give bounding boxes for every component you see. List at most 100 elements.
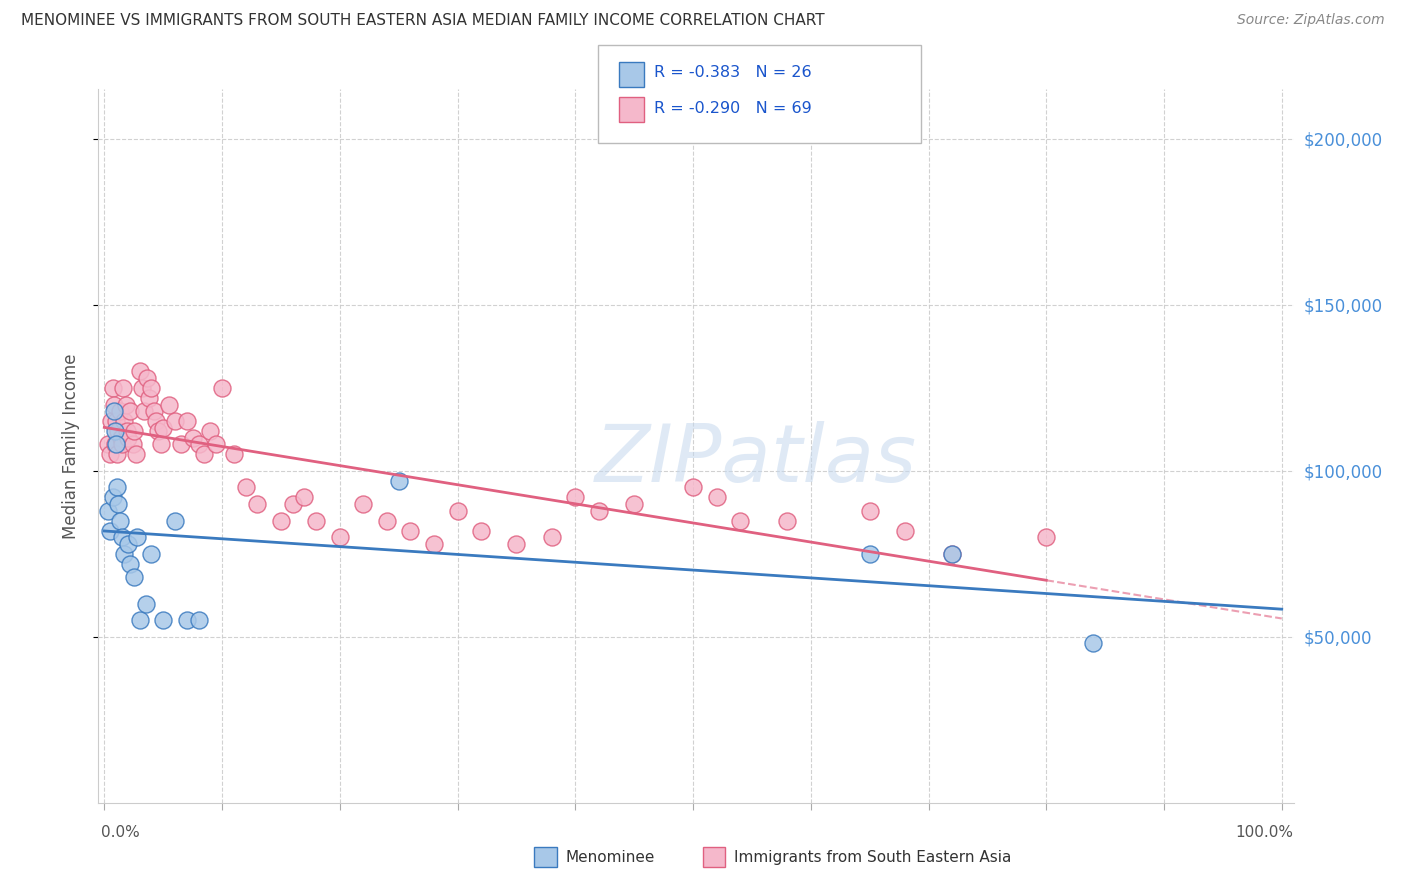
Point xyxy=(141,381,163,395)
Point xyxy=(176,414,198,428)
Point xyxy=(163,514,186,528)
Point xyxy=(1035,530,1057,544)
Point xyxy=(120,404,142,418)
Point xyxy=(105,447,128,461)
Point xyxy=(193,447,215,461)
Point xyxy=(728,514,751,528)
Point xyxy=(121,437,143,451)
Point xyxy=(101,381,124,395)
Point xyxy=(941,547,963,561)
Point xyxy=(776,514,799,528)
Point xyxy=(98,447,121,461)
Point xyxy=(125,447,148,461)
Point xyxy=(120,557,142,571)
Text: R = -0.290   N = 69: R = -0.290 N = 69 xyxy=(654,102,811,116)
Text: Immigrants from South Eastern Asia: Immigrants from South Eastern Asia xyxy=(734,850,1011,864)
Point xyxy=(152,613,174,627)
Point xyxy=(112,414,135,428)
Point xyxy=(859,547,882,561)
Point xyxy=(134,597,156,611)
Point xyxy=(941,547,963,561)
Point xyxy=(588,504,610,518)
Point xyxy=(127,530,149,544)
Point xyxy=(294,491,316,505)
Point xyxy=(470,524,492,538)
Point xyxy=(235,481,257,495)
Point xyxy=(246,497,269,511)
Point xyxy=(112,381,135,395)
Point xyxy=(564,491,586,505)
Point xyxy=(446,504,468,518)
Point xyxy=(176,613,198,627)
Point xyxy=(222,447,245,461)
Point xyxy=(114,397,136,411)
Text: Source: ZipAtlas.com: Source: ZipAtlas.com xyxy=(1237,13,1385,28)
Point xyxy=(1083,636,1105,650)
Point xyxy=(148,424,170,438)
Point xyxy=(107,424,129,438)
Point xyxy=(134,404,156,418)
Point xyxy=(200,424,222,438)
Point xyxy=(115,424,138,438)
Point xyxy=(104,424,127,438)
Point xyxy=(117,537,139,551)
Text: Menominee: Menominee xyxy=(565,850,655,864)
Point xyxy=(110,431,132,445)
Point xyxy=(111,437,134,451)
Point xyxy=(97,437,120,451)
Point xyxy=(135,371,157,385)
Point xyxy=(101,491,124,505)
Point xyxy=(108,514,131,528)
Point xyxy=(122,424,145,438)
Point xyxy=(100,414,122,428)
Point xyxy=(98,524,121,538)
Point xyxy=(107,497,129,511)
Point xyxy=(108,404,131,418)
Text: R = -0.383   N = 26: R = -0.383 N = 26 xyxy=(654,65,811,79)
Point xyxy=(270,514,292,528)
Point xyxy=(117,431,139,445)
Point xyxy=(105,414,128,428)
Point xyxy=(128,364,150,378)
Point xyxy=(706,491,728,505)
Point xyxy=(149,437,172,451)
Point xyxy=(682,481,704,495)
Point xyxy=(122,570,145,584)
Point xyxy=(105,437,128,451)
Point xyxy=(388,474,411,488)
Point xyxy=(505,537,527,551)
Point xyxy=(305,514,328,528)
Point xyxy=(142,404,165,418)
Point xyxy=(187,613,209,627)
Point xyxy=(423,537,446,551)
Point xyxy=(105,481,128,495)
Point xyxy=(859,504,882,518)
Point xyxy=(205,437,228,451)
Point xyxy=(187,437,209,451)
Text: MENOMINEE VS IMMIGRANTS FROM SOUTH EASTERN ASIA MEDIAN FAMILY INCOME CORRELATION: MENOMINEE VS IMMIGRANTS FROM SOUTH EASTE… xyxy=(21,13,825,29)
Point xyxy=(623,497,645,511)
Point xyxy=(131,381,153,395)
Point xyxy=(281,497,304,511)
Point xyxy=(163,414,186,428)
Point xyxy=(112,547,135,561)
Point xyxy=(128,613,150,627)
Point xyxy=(352,497,374,511)
Point xyxy=(894,524,917,538)
Point xyxy=(152,421,174,435)
Point xyxy=(104,437,127,451)
Point xyxy=(103,397,125,411)
Point xyxy=(103,404,125,418)
Point xyxy=(138,391,160,405)
Point xyxy=(211,381,233,395)
Point xyxy=(111,530,134,544)
Point xyxy=(97,504,120,518)
Y-axis label: Median Family Income: Median Family Income xyxy=(62,353,80,539)
Point xyxy=(181,431,204,445)
Text: 0.0%: 0.0% xyxy=(101,825,141,840)
Point xyxy=(145,414,167,428)
Point xyxy=(141,547,163,561)
Text: 100.0%: 100.0% xyxy=(1236,825,1294,840)
Point xyxy=(399,524,422,538)
Point xyxy=(375,514,398,528)
